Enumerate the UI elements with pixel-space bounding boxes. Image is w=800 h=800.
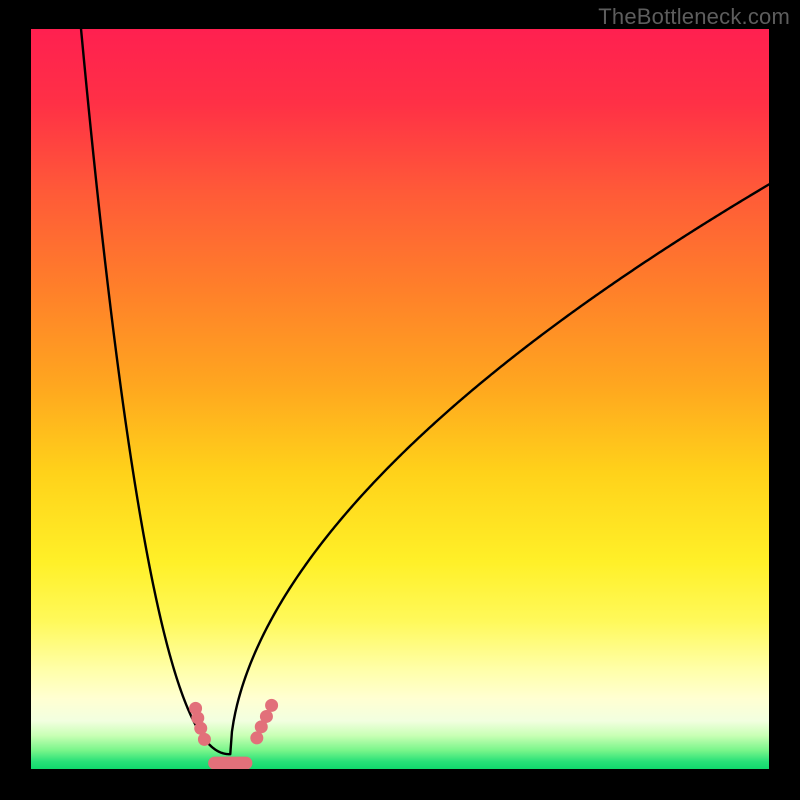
watermark-text: TheBottleneck.com — [598, 4, 790, 30]
chart-container: TheBottleneck.com — [0, 0, 800, 800]
plot-area — [0, 0, 800, 800]
chart-svg — [0, 0, 800, 800]
